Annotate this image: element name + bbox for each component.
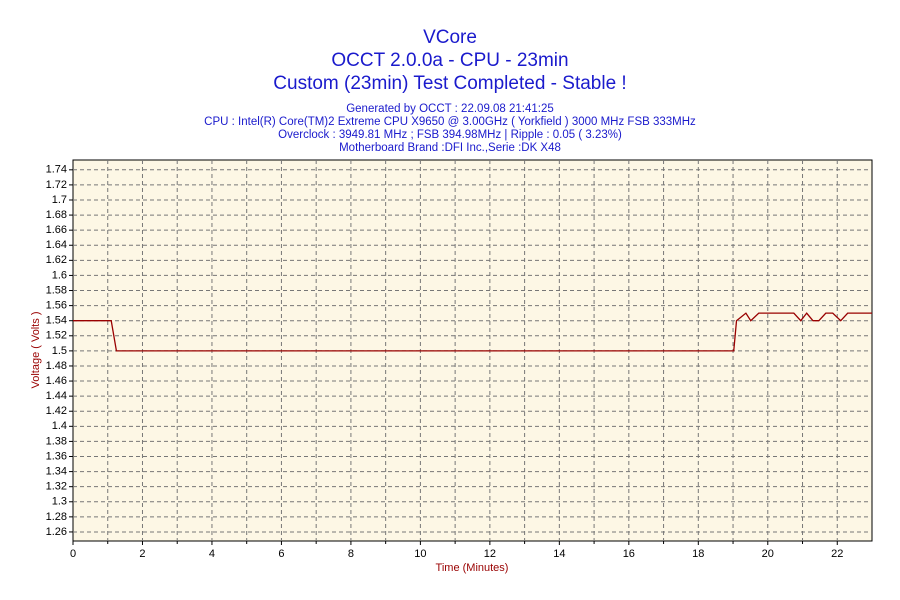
y-tick-label: 1.3 — [52, 496, 67, 508]
x-tick-label: 2 — [139, 548, 145, 560]
x-tick-label: 22 — [831, 548, 843, 560]
x-tick-label: 10 — [414, 548, 426, 560]
x-tick-label: 8 — [348, 548, 354, 560]
y-tick-label: 1.5 — [52, 345, 67, 357]
y-tick-label: 1.7 — [52, 194, 67, 206]
y-tick-label: 1.58 — [46, 284, 67, 296]
x-tick-label: 0 — [70, 548, 76, 560]
x-tick-label: 16 — [623, 548, 635, 560]
y-tick-label: 1.32 — [46, 481, 67, 493]
y-tick-label: 1.72 — [46, 179, 67, 191]
info-line: Motherboard Brand :DFI Inc.,Serie :DK X4… — [339, 142, 561, 154]
y-tick-label: 1.34 — [46, 465, 67, 477]
y-tick-label: 1.26 — [46, 526, 67, 538]
y-tick-label: 1.48 — [46, 360, 67, 372]
y-tick-label: 1.6 — [52, 269, 67, 281]
y-axis-label: Voltage ( Volts ) — [30, 311, 42, 388]
x-tick-label: 18 — [692, 548, 704, 560]
y-tick-label: 1.64 — [46, 239, 67, 251]
data-line — [73, 312, 872, 352]
x-tick-label: 20 — [762, 548, 774, 560]
y-tick-label: 1.62 — [46, 254, 67, 266]
chart-subtitle: OCCT 2.0.0a - CPU - 23min — [331, 50, 568, 71]
y-tick-label: 1.28 — [46, 511, 67, 523]
x-tick-label: 6 — [278, 548, 284, 560]
y-tick-label: 1.38 — [46, 435, 67, 447]
info-line: Overclock : 3949.81 MHz ; FSB 394.98MHz … — [278, 129, 622, 141]
info-line: CPU : Intel(R) Core(TM)2 Extreme CPU X96… — [204, 116, 696, 128]
y-tick-label: 1.52 — [46, 330, 67, 342]
y-tick-label: 1.4 — [52, 420, 67, 432]
y-tick-label: 1.46 — [46, 375, 67, 387]
x-tick-label: 4 — [209, 548, 215, 560]
y-tick-label: 1.56 — [46, 300, 67, 312]
y-tick-label: 1.66 — [46, 224, 67, 236]
y-tick-label: 1.42 — [46, 405, 67, 417]
y-tick-label: 1.54 — [46, 315, 67, 327]
y-tick-label: 1.36 — [46, 450, 67, 462]
chart-title: VCore — [423, 27, 477, 48]
info-line: Generated by OCCT : 22.09.08 21:41:25 — [346, 103, 554, 115]
x-tick-label: 14 — [553, 548, 565, 560]
y-tick-label: 1.74 — [46, 164, 67, 176]
chart-status: Custom (23min) Test Completed - Stable ! — [273, 73, 626, 94]
x-tick-label: 12 — [484, 548, 496, 560]
y-tick-label: 1.44 — [46, 390, 67, 402]
x-axis-label: Time (Minutes) — [436, 562, 509, 574]
y-tick-label: 1.68 — [46, 209, 67, 221]
